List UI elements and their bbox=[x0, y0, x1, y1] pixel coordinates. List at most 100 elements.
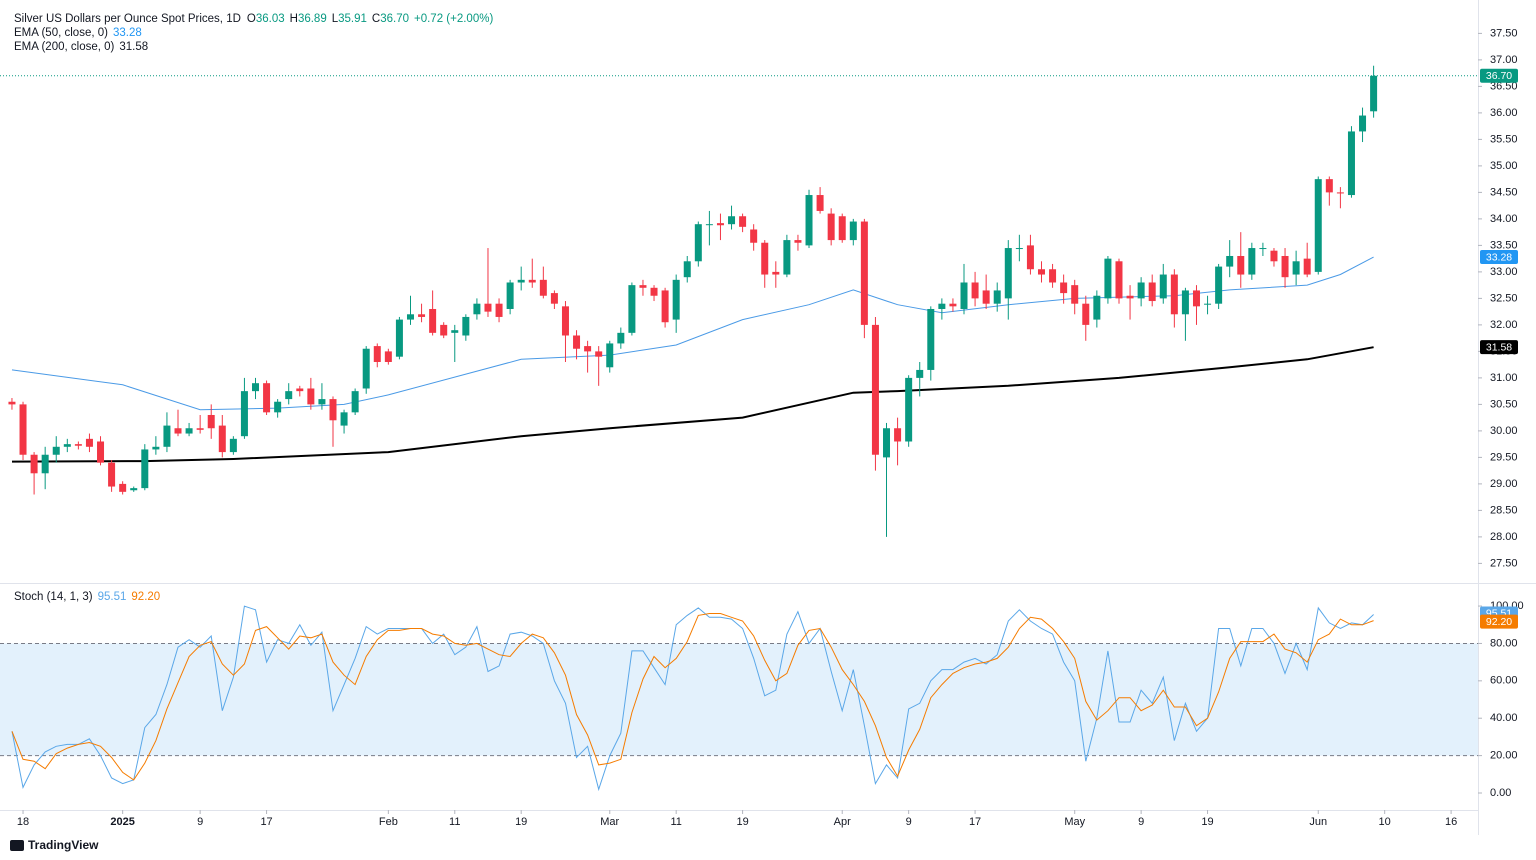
candle-body bbox=[1071, 285, 1079, 304]
ohlc-value: 36.70 bbox=[380, 13, 409, 25]
legend-value: 31.58 bbox=[119, 41, 148, 53]
candle-body bbox=[1004, 248, 1012, 299]
candle-body bbox=[152, 446, 160, 450]
candle-body bbox=[938, 303, 946, 309]
x-tick-label: Mar bbox=[600, 816, 619, 828]
candle-body bbox=[1170, 274, 1178, 315]
candle-body bbox=[1137, 282, 1145, 299]
legend-name: EMA (200, close, 0) bbox=[14, 41, 115, 53]
candle-body bbox=[1359, 115, 1367, 132]
y-tick-label: 29.50 bbox=[1490, 451, 1518, 463]
candle-body bbox=[340, 412, 348, 426]
candle-body bbox=[661, 290, 669, 323]
candle-body bbox=[307, 388, 315, 405]
stoch-line bbox=[11, 605, 1374, 792]
candle-body bbox=[351, 391, 359, 413]
candle-body bbox=[1292, 261, 1300, 275]
ema-badge-label: 31.58 bbox=[1486, 341, 1512, 353]
y-tick-label: 30.50 bbox=[1490, 398, 1518, 410]
y-tick-label: 36.50 bbox=[1490, 80, 1518, 92]
candle-body bbox=[362, 348, 370, 389]
y-tick-label: 27.50 bbox=[1490, 557, 1518, 569]
candle-body bbox=[982, 290, 990, 304]
x-tick-label: 17 bbox=[969, 816, 981, 828]
candle-body bbox=[1159, 274, 1167, 299]
candle-body bbox=[1015, 248, 1023, 250]
y-tick-label: 31.00 bbox=[1490, 372, 1518, 384]
candle-body bbox=[573, 335, 581, 349]
ohlc-key: C bbox=[372, 13, 380, 25]
x-tick-label: Feb bbox=[379, 816, 398, 828]
x-tick-label: 18 bbox=[17, 816, 29, 828]
candle-body bbox=[849, 221, 857, 241]
candle-body bbox=[19, 404, 27, 455]
x-tick-label: 9 bbox=[1138, 816, 1144, 828]
candle-body bbox=[694, 224, 702, 262]
ohlc-value: 36.89 bbox=[298, 13, 327, 25]
legend-name: Stoch (14, 1, 3) bbox=[14, 591, 93, 603]
candle-body bbox=[1204, 303, 1212, 305]
candle-body bbox=[1104, 258, 1112, 299]
candle-body bbox=[85, 438, 93, 447]
candle-body bbox=[196, 428, 204, 430]
candle-body bbox=[750, 229, 758, 243]
candle-body bbox=[628, 285, 636, 333]
candle-body bbox=[783, 240, 791, 275]
last-price-badge bbox=[1480, 68, 1518, 83]
candle-body bbox=[883, 428, 891, 458]
ohlc-value: 35.91 bbox=[338, 13, 367, 25]
candle-body bbox=[1226, 255, 1234, 267]
y-tick-label: 37.00 bbox=[1490, 54, 1518, 66]
candle-body bbox=[916, 369, 924, 378]
legend-header: Silver US Dollars per Ounce Spot Prices,… bbox=[14, 13, 493, 25]
y-tick-label: 80.00 bbox=[1490, 637, 1518, 649]
candle-body bbox=[860, 221, 868, 325]
candle-body bbox=[473, 303, 481, 315]
candle-body bbox=[1060, 282, 1068, 294]
candle-body bbox=[960, 282, 968, 309]
candle-body bbox=[728, 216, 736, 225]
ema-line bbox=[11, 256, 1374, 411]
candle-body bbox=[561, 306, 569, 336]
stoch-line bbox=[11, 613, 1374, 781]
y-tick-label: 34.00 bbox=[1490, 213, 1518, 225]
candle-body bbox=[418, 314, 426, 317]
y-tick-label: 28.00 bbox=[1490, 531, 1518, 543]
ohlc-value: 36.03 bbox=[256, 13, 285, 25]
candle-body bbox=[894, 428, 902, 442]
stoch-band bbox=[0, 643, 1478, 756]
candle-body bbox=[1115, 261, 1123, 299]
candle-body bbox=[1126, 295, 1134, 299]
legend-value: 33.28 bbox=[113, 27, 142, 39]
candle-body bbox=[451, 330, 459, 333]
legend-item: EMA (50, close, 0) 33.28 bbox=[14, 27, 142, 39]
candle-body bbox=[395, 319, 403, 357]
candle-body bbox=[1303, 258, 1311, 275]
ohlc-key: H bbox=[290, 13, 298, 25]
x-tick-label: 11 bbox=[449, 816, 460, 828]
candle-body bbox=[517, 279, 525, 283]
last-price-badge-label: 36.70 bbox=[1486, 70, 1512, 82]
candle-body bbox=[1347, 131, 1355, 196]
candle-body bbox=[794, 240, 802, 243]
candle-body bbox=[8, 401, 16, 405]
x-tick-label: 16 bbox=[1445, 816, 1457, 828]
candle-body bbox=[30, 454, 38, 474]
x-tick-label: 19 bbox=[515, 816, 527, 828]
y-tick-label: 32.00 bbox=[1490, 319, 1518, 331]
candle-body bbox=[174, 428, 182, 434]
candle-body bbox=[539, 279, 547, 296]
y-tick-label: 28.50 bbox=[1490, 504, 1518, 516]
candle-body bbox=[97, 441, 105, 463]
candle-body bbox=[406, 314, 414, 320]
candle-body bbox=[927, 308, 935, 370]
legend-value: 95.51 bbox=[98, 591, 127, 603]
candle-body bbox=[827, 213, 835, 241]
candle-body bbox=[229, 438, 237, 453]
candle-body bbox=[761, 242, 769, 275]
x-tick-label: 11 bbox=[670, 816, 681, 828]
candle-body bbox=[838, 216, 846, 241]
legend-name: EMA (50, close, 0) bbox=[14, 27, 108, 39]
candle-body bbox=[74, 444, 82, 446]
